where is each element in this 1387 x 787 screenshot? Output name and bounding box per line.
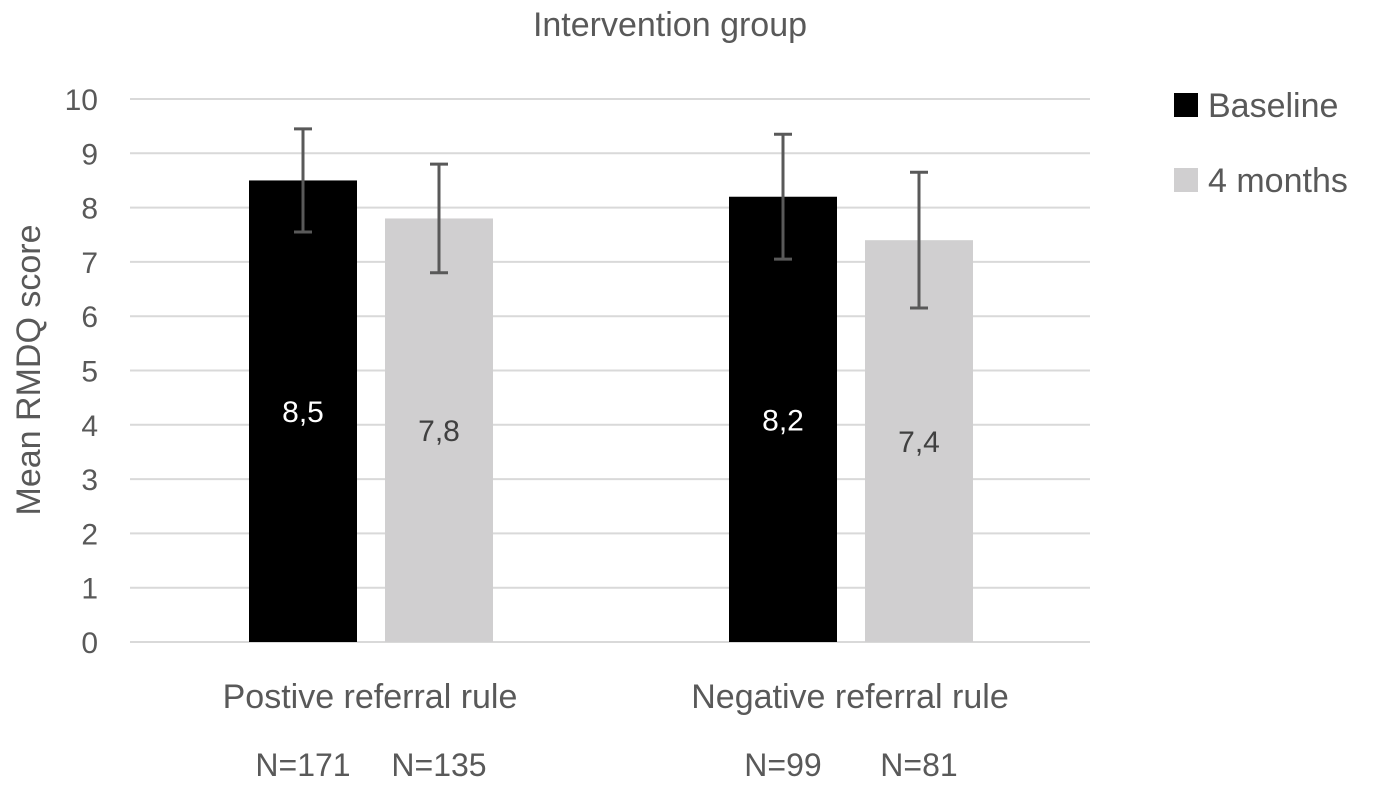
category-labels: Postive referral rule Negative referral r… <box>223 678 1009 716</box>
sample-size-label: N=171 <box>255 747 350 782</box>
bar-value-label: 8,2 <box>762 404 804 437</box>
sample-size-labels: N=171 N=99 N=135 N=81 <box>255 747 957 783</box>
y-tick-label: 3 <box>81 464 98 497</box>
legend-label: 4 months <box>1208 162 1348 200</box>
y-tick-label: 9 <box>81 138 98 171</box>
sample-size-label: N=81 <box>880 747 957 782</box>
y-tick-label: 2 <box>81 518 98 551</box>
y-tick-label: 10 <box>65 84 98 117</box>
bar <box>729 196 837 643</box>
legend: Baseline 4 months <box>1174 87 1348 200</box>
value-labels: 8,5 8,2 7,8 7,4 <box>282 396 940 459</box>
bar-value-label: 7,8 <box>418 415 460 448</box>
y-tick-label: 1 <box>81 573 98 606</box>
y-tick-label: 4 <box>81 410 98 443</box>
x-tick-label: Postive referral rule <box>223 678 518 716</box>
y-tick-label: 7 <box>81 247 98 280</box>
y-tick-label: 8 <box>81 193 98 226</box>
bars <box>249 180 973 643</box>
error-bars <box>294 127 928 310</box>
y-tick-label: 6 <box>81 301 98 334</box>
legend-swatch <box>1174 168 1198 192</box>
bar <box>249 180 357 642</box>
legend-swatch <box>1174 93 1198 117</box>
y-axis-label: Mean RMDQ score <box>10 225 48 516</box>
x-tick-label: Negative referral rule <box>691 678 1008 716</box>
sample-size-label: N=135 <box>391 747 486 782</box>
sample-size-label: N=99 <box>744 747 821 782</box>
y-tick-label: 5 <box>81 356 98 389</box>
bar-value-label: 7,4 <box>898 426 940 459</box>
bar <box>385 218 493 642</box>
chart-title: Intervention group <box>533 6 807 44</box>
y-tick-labels: 0 1 2 3 4 5 6 7 8 9 10 <box>65 84 98 660</box>
y-tick-label: 0 <box>81 627 98 660</box>
legend-label: Baseline <box>1208 87 1338 125</box>
bar-value-label: 8,5 <box>282 396 324 429</box>
